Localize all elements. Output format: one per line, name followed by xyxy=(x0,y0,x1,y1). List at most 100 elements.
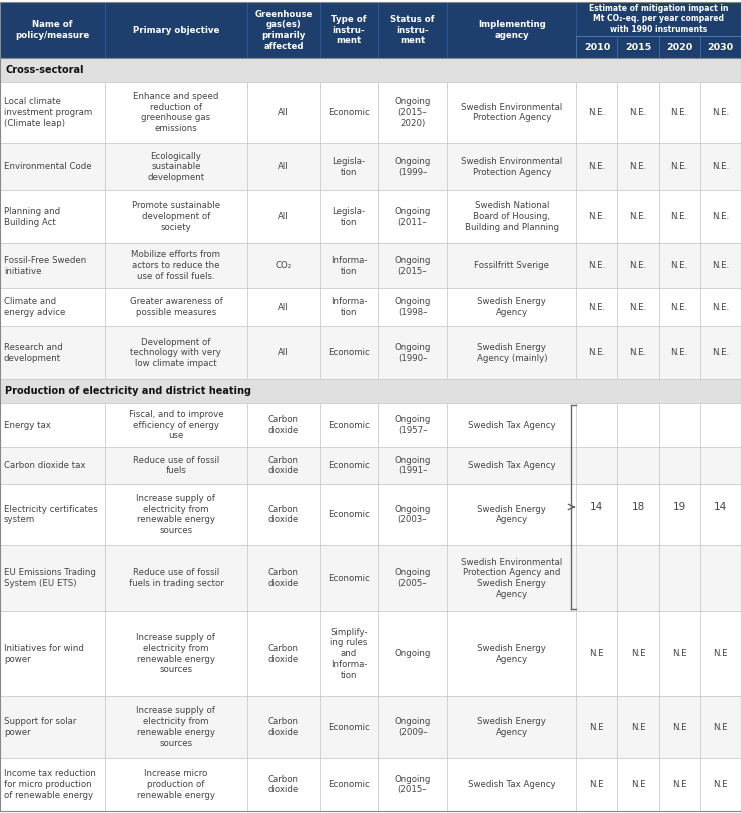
Bar xyxy=(700,143,741,190)
Text: Economic: Economic xyxy=(328,574,370,583)
Text: Ongoing
(1957–: Ongoing (1957– xyxy=(394,415,431,435)
Text: Ongoing
(2015–: Ongoing (2015– xyxy=(394,256,431,276)
Text: Simplify-
ing rules
and
Informa-
tion: Simplify- ing rules and Informa- tion xyxy=(330,628,368,680)
Text: 18: 18 xyxy=(631,502,645,512)
Text: Status of
instru-
ment: Status of instru- ment xyxy=(391,15,435,46)
Text: Fiscal, and to improve
efficiency of energy
use: Fiscal, and to improve efficiency of ene… xyxy=(129,410,223,441)
Bar xyxy=(659,82,700,143)
Text: Carbon
dioxide: Carbon dioxide xyxy=(268,415,299,435)
Text: N.E.: N.E. xyxy=(629,261,647,270)
Bar xyxy=(378,447,448,484)
Text: Implementing
agency: Implementing agency xyxy=(478,20,545,40)
Text: Estimate of mitigation impact in
Mt CO₂-eq. per year compared
with 1990 instrume: Estimate of mitigation impact in Mt CO₂-… xyxy=(589,3,728,34)
Bar xyxy=(320,484,378,546)
Bar xyxy=(700,447,741,484)
Bar xyxy=(659,326,700,380)
Text: Ongoing
(2015–: Ongoing (2015– xyxy=(394,775,431,794)
Text: Ongoing
(1991–: Ongoing (1991– xyxy=(394,455,431,476)
Text: N.E.: N.E. xyxy=(671,302,688,311)
Bar xyxy=(378,190,448,243)
Bar xyxy=(247,447,320,484)
Bar xyxy=(700,696,741,758)
Text: N.E: N.E xyxy=(631,780,645,789)
Text: Research and
development: Research and development xyxy=(4,343,63,363)
Text: Ongoing
(2015–
2020): Ongoing (2015– 2020) xyxy=(394,98,431,128)
Text: N.E.: N.E. xyxy=(712,108,729,117)
Text: Ecologically
sustainable
development: Ecologically sustainable development xyxy=(147,151,205,182)
Bar xyxy=(0,326,104,380)
Bar xyxy=(700,326,741,380)
Bar xyxy=(247,82,320,143)
Bar xyxy=(0,82,104,143)
Text: N.E: N.E xyxy=(672,780,687,789)
Text: Carbon
dioxide: Carbon dioxide xyxy=(268,568,299,588)
Text: 2010: 2010 xyxy=(584,42,610,51)
Bar xyxy=(0,484,104,546)
Bar xyxy=(104,2,247,59)
Bar xyxy=(659,243,700,288)
Bar xyxy=(247,546,320,611)
Bar xyxy=(378,326,448,380)
Text: All: All xyxy=(278,212,289,221)
Text: N.E.: N.E. xyxy=(671,348,688,358)
Bar xyxy=(617,447,659,484)
Text: Increase supply of
electricity from
renewable energy
sources: Increase supply of electricity from rene… xyxy=(136,706,216,748)
Text: CO₂: CO₂ xyxy=(276,261,292,270)
Text: N.E.: N.E. xyxy=(671,163,688,172)
Text: Informa-
tion: Informa- tion xyxy=(330,256,368,276)
Text: N.E.: N.E. xyxy=(588,348,605,358)
Text: Legisla-
tion: Legisla- tion xyxy=(333,207,365,227)
Bar xyxy=(576,758,617,811)
Bar xyxy=(378,243,448,288)
Text: Planning and
Building Act: Planning and Building Act xyxy=(4,207,60,227)
Text: Ongoing
(2011–: Ongoing (2011– xyxy=(394,207,431,227)
Bar xyxy=(700,546,741,611)
Bar xyxy=(247,326,320,380)
Text: Reduce use of fossil
fuels: Reduce use of fossil fuels xyxy=(133,455,219,476)
Bar xyxy=(320,758,378,811)
Bar xyxy=(448,143,576,190)
Bar xyxy=(104,447,247,484)
Bar xyxy=(378,82,448,143)
Bar xyxy=(320,402,378,447)
Bar xyxy=(247,484,320,546)
Bar xyxy=(247,402,320,447)
Text: All: All xyxy=(278,108,289,117)
Text: Swedish Energy
Agency: Swedish Energy Agency xyxy=(477,298,546,317)
Text: Ongoing
(1999–: Ongoing (1999– xyxy=(394,157,431,176)
Text: N.E: N.E xyxy=(631,723,645,732)
Text: Carbon
dioxide: Carbon dioxide xyxy=(268,505,299,524)
Text: Ongoing
(1990–: Ongoing (1990– xyxy=(394,343,431,363)
Bar xyxy=(0,380,741,402)
Bar xyxy=(659,190,700,243)
Text: Swedish Tax Agency: Swedish Tax Agency xyxy=(468,780,556,789)
Bar xyxy=(576,696,617,758)
Bar xyxy=(0,2,104,59)
Bar xyxy=(378,611,448,696)
Bar xyxy=(576,402,617,447)
Bar xyxy=(104,696,247,758)
Bar xyxy=(448,402,576,447)
Bar xyxy=(247,696,320,758)
Bar xyxy=(576,2,741,59)
Text: Initiatives for wind
power: Initiatives for wind power xyxy=(4,644,84,663)
Text: All: All xyxy=(278,348,289,358)
Bar xyxy=(700,288,741,326)
Text: Fossilfritt Sverige: Fossilfritt Sverige xyxy=(474,261,549,270)
Text: Economic: Economic xyxy=(328,348,370,358)
Text: N.E: N.E xyxy=(590,780,604,789)
Bar xyxy=(378,758,448,811)
Bar xyxy=(659,402,700,447)
Text: N.E.: N.E. xyxy=(588,302,605,311)
Bar xyxy=(378,484,448,546)
Text: Economic: Economic xyxy=(328,461,370,470)
Text: Ongoing
(1998–: Ongoing (1998– xyxy=(394,298,431,317)
Bar xyxy=(659,288,700,326)
Text: N.E.: N.E. xyxy=(629,163,647,172)
Bar xyxy=(0,190,104,243)
Bar xyxy=(576,611,617,696)
Bar xyxy=(617,402,659,447)
Text: 2020: 2020 xyxy=(666,42,692,51)
Text: N.E.: N.E. xyxy=(588,163,605,172)
Bar xyxy=(700,758,741,811)
